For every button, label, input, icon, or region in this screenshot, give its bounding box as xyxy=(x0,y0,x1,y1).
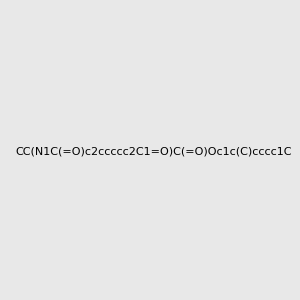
Text: CC(N1C(=O)c2ccccc2C1=O)C(=O)Oc1c(C)cccc1C: CC(N1C(=O)c2ccccc2C1=O)C(=O)Oc1c(C)cccc1… xyxy=(16,146,292,157)
